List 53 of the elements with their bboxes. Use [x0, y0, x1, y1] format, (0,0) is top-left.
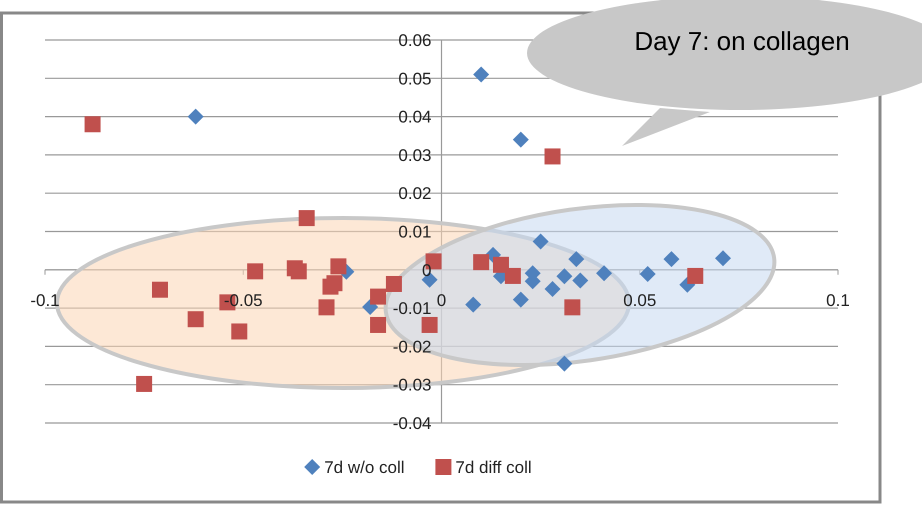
point [512, 292, 529, 308]
point [556, 356, 572, 372]
y-tick-label: -0.01 [392, 299, 432, 318]
point [663, 251, 680, 268]
point [152, 282, 168, 298]
y-tick-label: -0.03 [392, 376, 432, 395]
point [370, 316, 386, 333]
point [318, 299, 335, 316]
point [247, 263, 264, 280]
legend-label: 7d diff coll [455, 458, 532, 477]
point [492, 256, 509, 273]
point [568, 251, 584, 268]
point [564, 299, 580, 316]
point [556, 268, 572, 284]
point [322, 278, 338, 295]
point [715, 250, 732, 266]
y-tick-label: 0.06 [398, 30, 432, 50]
point [386, 276, 402, 292]
point [231, 323, 248, 340]
point [596, 265, 612, 282]
point [370, 288, 386, 305]
y-tick-label: 0.01 [398, 222, 432, 242]
y-tick-label: 0.02 [398, 184, 432, 204]
point [473, 254, 490, 270]
point [330, 258, 346, 274]
point [544, 148, 561, 164]
annotation: Day 7: on collagen [634, 26, 850, 56]
point [136, 376, 152, 392]
point [532, 233, 549, 250]
point [84, 116, 101, 132]
x-tick-label: 0.1 [826, 290, 850, 310]
point [687, 268, 704, 284]
point [512, 132, 529, 148]
y-tick-label: -0.04 [392, 414, 432, 433]
point [572, 272, 588, 289]
point [290, 263, 307, 280]
y-tick-label: 0.03 [398, 146, 432, 165]
y-tick-label: -0.02 [392, 337, 432, 356]
x-tick-label: 0 [436, 290, 446, 310]
point [298, 210, 315, 226]
point [422, 316, 438, 333]
point [188, 311, 204, 328]
point [544, 280, 561, 297]
point [188, 108, 204, 125]
y-tick-label: 0.05 [398, 69, 432, 88]
point [473, 66, 490, 82]
point [465, 296, 482, 313]
legend-label: 7d w/o coll [324, 458, 405, 477]
x-tick-label: -0.1 [30, 290, 60, 310]
x-tick-label: 0.05 [623, 290, 656, 310]
point [640, 266, 656, 282]
y-tick-label: 0.04 [398, 108, 432, 127]
point [504, 268, 521, 284]
